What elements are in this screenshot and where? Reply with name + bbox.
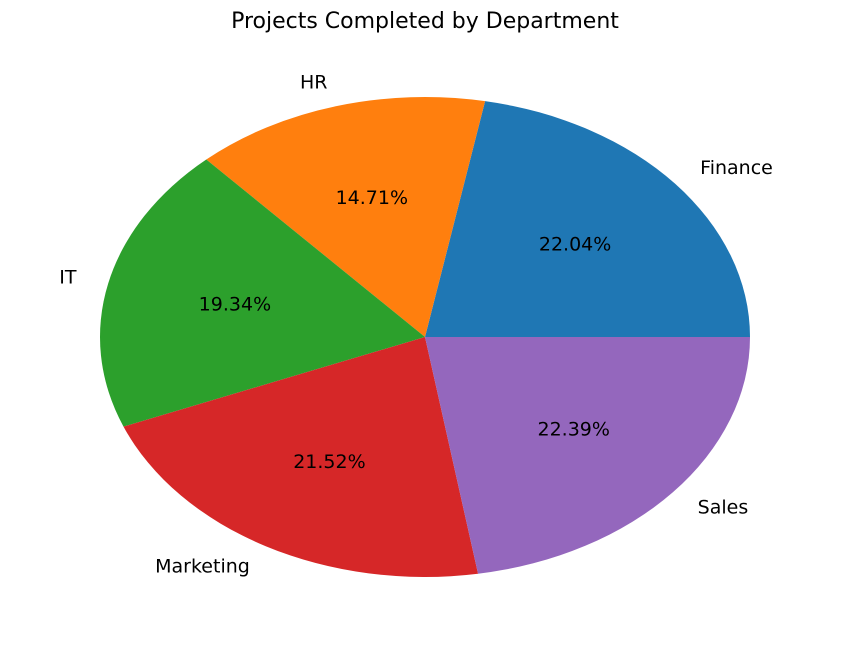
percent-label-marketing: 21.52% (293, 451, 365, 473)
percent-label-hr: 14.71% (336, 187, 408, 209)
pie-slice-finance (425, 101, 750, 337)
slice-label-sales: Sales (698, 496, 749, 518)
slice-label-marketing: Marketing (155, 556, 250, 578)
pie-labels: Finance HR IT Marketing Sales (59, 72, 773, 578)
pie-slice-marketing (123, 337, 479, 578)
slice-label-finance: Finance (700, 157, 773, 179)
percent-label-it: 19.34% (199, 293, 271, 315)
percent-label-sales: 22.39% (537, 419, 609, 441)
pie-slice-hr (206, 97, 486, 338)
slice-label-it: IT (59, 267, 77, 289)
pie-percent-labels: 22.04% 14.71% 19.34% 21.52% 22.39% (199, 187, 612, 473)
pie-slice-sales (425, 337, 750, 574)
chart-title: Projects Completed by Department (231, 9, 619, 34)
pie-slices (99, 97, 750, 578)
pie-slice-it (99, 159, 425, 427)
slice-label-hr: HR (300, 72, 328, 94)
percent-label-finance: 22.04% (539, 234, 611, 256)
